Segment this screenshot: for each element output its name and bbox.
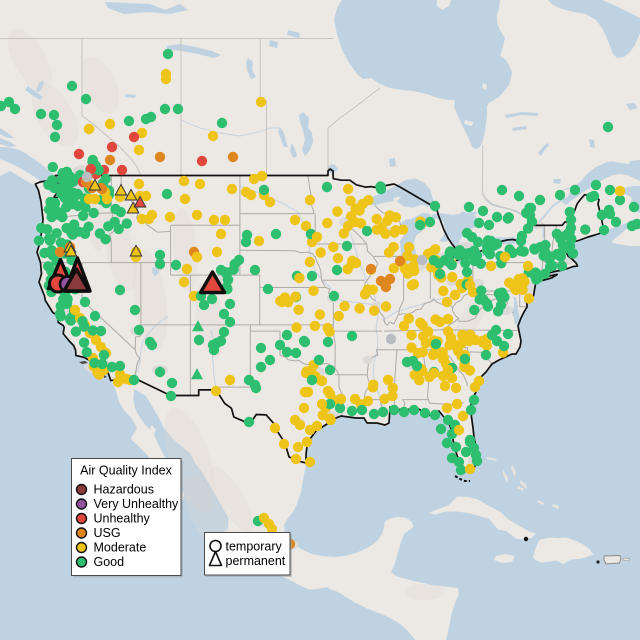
- svg-text:Very Unhealthy: Very Unhealthy: [94, 497, 180, 511]
- svg-text:USG: USG: [94, 526, 121, 540]
- svg-text:temporary: temporary: [226, 540, 283, 554]
- svg-text:Unhealthy: Unhealthy: [94, 512, 151, 526]
- svg-text:Moderate: Moderate: [94, 541, 147, 555]
- svg-text:Good: Good: [94, 555, 125, 569]
- svg-text:Hazardous: Hazardous: [94, 483, 154, 497]
- svg-text:Air Quality Index: Air Quality Index: [80, 464, 172, 478]
- svg-text:permanent: permanent: [226, 554, 286, 568]
